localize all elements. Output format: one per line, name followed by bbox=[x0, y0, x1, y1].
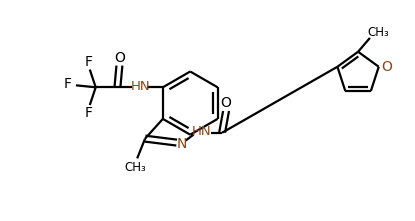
Text: O: O bbox=[114, 51, 125, 65]
Text: CH₃: CH₃ bbox=[124, 161, 146, 174]
Text: HN: HN bbox=[130, 80, 150, 93]
Text: O: O bbox=[221, 96, 232, 110]
Text: O: O bbox=[381, 60, 392, 74]
Text: F: F bbox=[85, 55, 93, 69]
Text: CH₃: CH₃ bbox=[367, 27, 389, 40]
Text: F: F bbox=[85, 106, 93, 120]
Text: N: N bbox=[176, 137, 187, 151]
Text: HN: HN bbox=[192, 125, 211, 138]
Text: F: F bbox=[64, 77, 72, 91]
